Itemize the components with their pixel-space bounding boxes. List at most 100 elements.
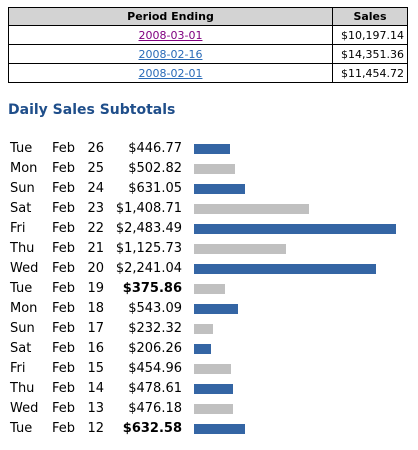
day-number: 18 bbox=[87, 301, 104, 316]
day-number: 21 bbox=[87, 241, 104, 256]
day-number: 14 bbox=[87, 381, 104, 396]
day-number: 19 bbox=[87, 281, 104, 296]
daily-amount: $375.86 bbox=[122, 281, 182, 296]
day-of-week: Fri bbox=[10, 221, 26, 236]
daily-amount: $1,408.71 bbox=[115, 201, 182, 216]
month-label: Feb bbox=[52, 201, 76, 216]
daily-row: Sat Feb 23 $1,408.71 bbox=[0, 199, 418, 219]
daily-sales-bar bbox=[194, 184, 245, 194]
period-link[interactable]: 2008-02-16 bbox=[138, 47, 203, 61]
period-table: Period Ending Sales 2008-03-01 $10,197.14… bbox=[8, 7, 408, 83]
period-sales-value: $14,351.36 bbox=[332, 44, 408, 64]
month-label: Feb bbox=[52, 341, 76, 356]
daily-amount: $631.05 bbox=[128, 181, 182, 196]
day-number: 12 bbox=[87, 421, 104, 436]
daily-row: Sun Feb 24 $631.05 bbox=[0, 179, 418, 199]
daily-sales-bar bbox=[194, 264, 376, 274]
daily-sales-bar bbox=[194, 224, 396, 234]
month-label: Feb bbox=[52, 181, 76, 196]
daily-amount: $1,125.73 bbox=[115, 241, 182, 256]
day-of-week: Wed bbox=[10, 261, 39, 276]
daily-amount: $478.61 bbox=[128, 381, 182, 396]
daily-amount: $446.77 bbox=[128, 141, 182, 156]
month-label: Feb bbox=[52, 321, 76, 336]
daily-row: Mon Feb 25 $502.82 bbox=[0, 159, 418, 179]
month-label: Feb bbox=[52, 141, 76, 156]
day-number: 20 bbox=[87, 261, 104, 276]
day-number: 13 bbox=[87, 401, 104, 416]
day-number: 23 bbox=[87, 201, 104, 216]
day-of-week: Thu bbox=[10, 241, 35, 256]
daily-sales-bar bbox=[194, 144, 230, 154]
daily-sales-bar bbox=[194, 344, 211, 354]
daily-sales-bar bbox=[194, 304, 238, 314]
day-of-week: Mon bbox=[10, 301, 38, 316]
day-number: 25 bbox=[87, 161, 104, 176]
daily-amount: $2,483.49 bbox=[115, 221, 182, 236]
day-of-week: Fri bbox=[10, 361, 26, 376]
day-of-week: Mon bbox=[10, 161, 38, 176]
daily-sales-bar bbox=[194, 324, 213, 334]
day-number: 15 bbox=[87, 361, 104, 376]
daily-sales-bar bbox=[194, 424, 245, 434]
period-row: 2008-02-01 $11,454.72 bbox=[8, 63, 408, 83]
day-of-week: Tue bbox=[10, 421, 33, 436]
period-column-header: Period Ending bbox=[8, 7, 333, 26]
daily-sales-bar bbox=[194, 244, 286, 254]
daily-row: Sun Feb 17 $232.32 bbox=[0, 319, 418, 339]
month-label: Feb bbox=[52, 301, 76, 316]
daily-sales-title: Daily Sales Subtotals bbox=[8, 102, 176, 118]
day-of-week: Sun bbox=[10, 321, 35, 336]
sales-column-header: Sales bbox=[332, 7, 408, 26]
daily-row: Thu Feb 14 $478.61 bbox=[0, 379, 418, 399]
day-number: 22 bbox=[87, 221, 104, 236]
month-label: Feb bbox=[52, 381, 76, 396]
month-label: Feb bbox=[52, 241, 76, 256]
day-number: 26 bbox=[87, 141, 104, 156]
period-link[interactable]: 2008-02-01 bbox=[138, 66, 203, 80]
month-label: Feb bbox=[52, 281, 76, 296]
daily-amount: $232.32 bbox=[128, 321, 182, 336]
day-of-week: Sat bbox=[10, 341, 32, 356]
daily-amount: $476.18 bbox=[128, 401, 182, 416]
day-of-week: Wed bbox=[10, 401, 39, 416]
daily-sales-bar bbox=[194, 384, 233, 394]
daily-row: Fri Feb 22 $2,483.49 bbox=[0, 219, 418, 239]
daily-row: Thu Feb 21 $1,125.73 bbox=[0, 239, 418, 259]
daily-amount: $206.26 bbox=[128, 341, 182, 356]
month-label: Feb bbox=[52, 361, 76, 376]
daily-row: Tue Feb 26 $446.77 bbox=[0, 139, 418, 159]
month-label: Feb bbox=[52, 401, 76, 416]
period-sales-value: $10,197.14 bbox=[332, 25, 408, 45]
period-link[interactable]: 2008-03-01 bbox=[138, 28, 203, 42]
month-label: Feb bbox=[52, 161, 76, 176]
period-table-header-row: Period Ending Sales bbox=[8, 7, 408, 26]
daily-sales-bar bbox=[194, 404, 233, 414]
daily-row: Mon Feb 18 $543.09 bbox=[0, 299, 418, 319]
month-label: Feb bbox=[52, 421, 76, 436]
day-number: 24 bbox=[87, 181, 104, 196]
daily-sales-list: Tue Feb 26 $446.77 Mon Feb 25 $502.82 Sun Feb 24 $6… bbox=[0, 139, 418, 439]
daily-row: Sat Feb 16 $206.26 bbox=[0, 339, 418, 359]
day-number: 17 bbox=[87, 321, 104, 336]
daily-sales-bar bbox=[194, 164, 235, 174]
day-of-week: Tue bbox=[10, 141, 33, 156]
day-of-week: Sun bbox=[10, 181, 35, 196]
period-sales-value: $11,454.72 bbox=[332, 63, 408, 83]
daily-row: Tue Feb 19 $375.86 bbox=[0, 279, 418, 299]
month-label: Feb bbox=[52, 261, 76, 276]
daily-sales-bar bbox=[194, 364, 231, 374]
period-cell: 2008-02-16 bbox=[8, 44, 333, 64]
daily-amount: $543.09 bbox=[128, 301, 182, 316]
period-table-body: 2008-03-01 $10,197.14 2008-02-16 $14,351.36… bbox=[8, 25, 408, 83]
daily-row: Wed Feb 20 $2,241.04 bbox=[0, 259, 418, 279]
daily-amount: $454.96 bbox=[128, 361, 182, 376]
period-cell: 2008-03-01 bbox=[8, 25, 333, 45]
daily-sales-bar bbox=[194, 284, 225, 294]
daily-amount: $632.58 bbox=[122, 421, 182, 436]
period-row: 2008-02-16 $14,351.36 bbox=[8, 44, 408, 64]
month-label: Feb bbox=[52, 221, 76, 236]
daily-amount: $502.82 bbox=[128, 161, 182, 176]
day-of-week: Sat bbox=[10, 201, 32, 216]
daily-row: Tue Feb 12 $632.58 bbox=[0, 419, 418, 439]
